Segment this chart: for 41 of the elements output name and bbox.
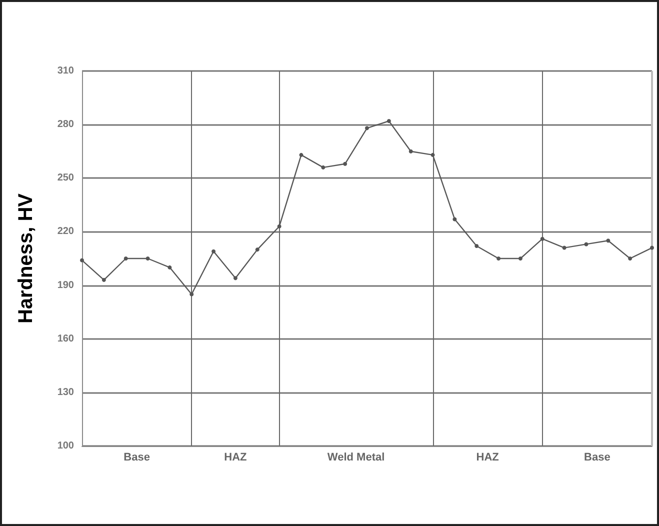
y-tick-label: 250 — [57, 172, 74, 184]
y-tick-label: 100 — [57, 440, 74, 452]
y-axis-title: Hardness, HV — [15, 192, 37, 324]
point — [628, 256, 632, 260]
point — [321, 165, 326, 170]
point — [80, 258, 84, 262]
point — [540, 236, 544, 241]
y-tick-label: 310 — [57, 66, 74, 76]
text: Base — [584, 452, 610, 464]
y-tick-label: 280 — [57, 119, 74, 130]
point — [299, 152, 304, 157]
point — [277, 224, 282, 228]
text: Weld Metal — [327, 452, 385, 464]
point — [365, 126, 369, 130]
point — [474, 244, 479, 248]
y-tick-label: 220 — [57, 226, 74, 238]
point — [606, 238, 610, 243]
point — [255, 248, 260, 252]
y-tick-label: 130 — [57, 386, 74, 398]
point — [386, 119, 391, 123]
point — [146, 256, 150, 260]
point — [168, 265, 172, 270]
point — [518, 256, 522, 260]
point — [562, 246, 566, 250]
point — [496, 256, 501, 260]
y-tick-label: 190 — [57, 280, 74, 291]
point — [452, 217, 457, 222]
point — [190, 292, 194, 296]
point — [584, 242, 588, 246]
y-tick-label: 160 — [57, 333, 74, 344]
point — [343, 162, 348, 166]
point — [124, 256, 128, 260]
point — [233, 276, 238, 280]
point — [408, 149, 413, 154]
point — [102, 278, 106, 282]
text: Base — [124, 452, 150, 464]
text: HAZ — [224, 452, 248, 464]
point — [212, 249, 216, 254]
point — [430, 152, 435, 157]
text: HAZ — [476, 452, 500, 464]
point — [650, 246, 654, 250]
